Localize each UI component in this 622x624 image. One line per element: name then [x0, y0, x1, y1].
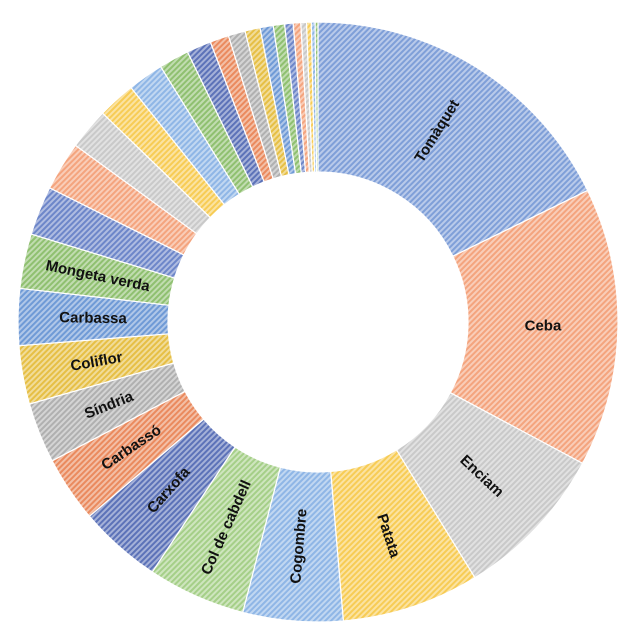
slice-unlabeled-29	[314, 21, 319, 173]
slice-label-ceba: Ceba	[525, 318, 562, 335]
slice-tom-quet	[317, 21, 589, 258]
slice-label-cogombre: Cogombre	[287, 508, 310, 584]
slices-group	[17, 21, 619, 623]
slice-ceba	[449, 189, 619, 465]
slice-label-carbassa: Carbassa	[59, 309, 127, 327]
